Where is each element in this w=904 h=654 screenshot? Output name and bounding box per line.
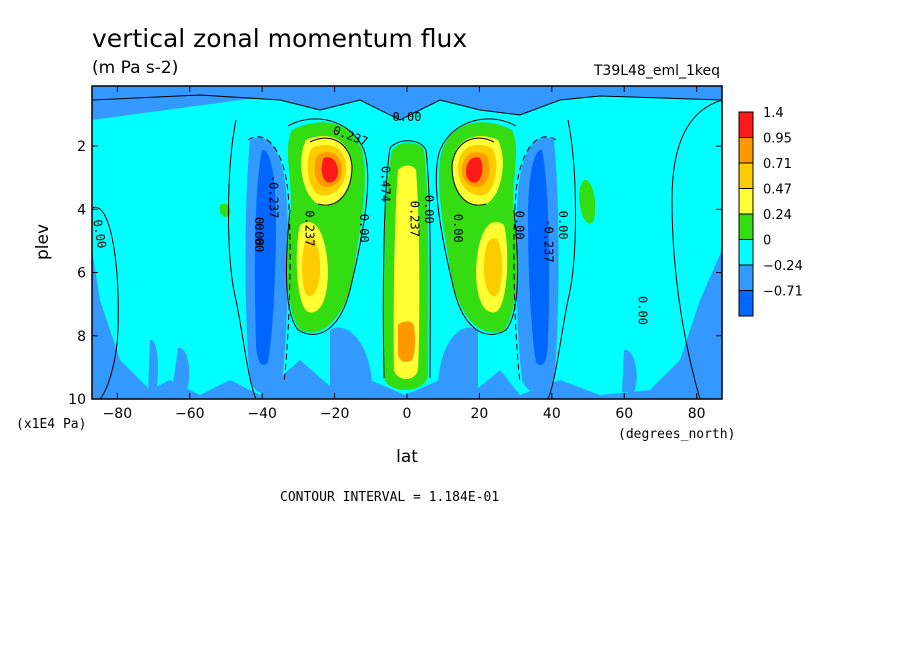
contour-label: 0.00 <box>451 214 465 243</box>
contour-line <box>389 140 431 379</box>
field-neg-bottom-2 <box>438 327 478 399</box>
legend-label: 0.71 <box>763 157 792 172</box>
contour-label: 0.00 <box>422 195 436 224</box>
legend-swatch <box>738 290 754 317</box>
x-tick-label: 0 <box>403 406 412 422</box>
x-tick-label: −60 <box>175 406 205 422</box>
dataset-label: T39L48_eml_1keq <box>593 63 720 79</box>
x-tick-label: −80 <box>103 406 133 422</box>
field-pos-left-orange-lower <box>302 238 320 297</box>
field-max-left-red <box>321 157 338 183</box>
y-tick-label: 6 <box>77 266 86 282</box>
x-axis-label: lat <box>396 447 418 467</box>
contour-label: 0.237 <box>303 210 317 246</box>
contour-line <box>451 137 495 206</box>
contour-label: 0.474 <box>379 166 393 202</box>
contour-label: 0.00 <box>90 218 109 249</box>
x-tick-label: 20 <box>470 406 488 422</box>
field-pos-center-orange <box>398 321 416 363</box>
field-neg-bottom-1 <box>330 327 372 399</box>
contour-label: -0.237 <box>266 175 280 218</box>
y-tick-label: 10 <box>68 392 86 408</box>
legend-label: 0.24 <box>763 208 792 223</box>
legend-label: −0.71 <box>763 285 803 300</box>
contour-lines <box>92 94 722 399</box>
contour-line <box>247 136 291 383</box>
contour-label: 0.00 <box>636 296 650 325</box>
x-tick-label: 40 <box>543 406 561 422</box>
contour-label: 0.00 <box>513 211 527 240</box>
x-tick-label: −40 <box>247 406 277 422</box>
x-tick-label: −20 <box>320 406 350 422</box>
contour-line <box>92 206 119 399</box>
x-tick-label: 60 <box>615 406 633 422</box>
legend-swatch <box>738 137 754 164</box>
contour-line <box>285 118 369 335</box>
field-pos-right-orange-lower <box>484 238 502 297</box>
contour-line <box>671 99 722 399</box>
contour-line <box>547 119 576 399</box>
contour-line <box>228 119 257 399</box>
contour-label: 0.00 <box>357 214 371 243</box>
field-neg-left-core <box>254 149 276 366</box>
legend-swatch <box>738 162 754 189</box>
field-neg-bottom-4 <box>172 347 190 392</box>
field-neg-bottom-5 <box>622 349 637 392</box>
field-pos-blob-left <box>219 203 231 217</box>
contour-line <box>92 94 722 121</box>
legend-swatch <box>738 239 754 266</box>
contour-label: 0.237 <box>408 201 422 237</box>
contour-line <box>309 137 353 206</box>
contour-label: 0.00 <box>252 217 266 246</box>
y-tick-label: 4 <box>77 202 86 218</box>
y-axis-units: (x1E4 Pa) <box>16 417 86 432</box>
legend-label: −0.24 <box>763 259 803 274</box>
contour-line <box>513 136 557 383</box>
legend-label: 0 <box>763 234 771 249</box>
contour-interval-footer: CONTOUR INTERVAL = 1.184E-01 <box>280 490 499 505</box>
field-neg-bottom-3 <box>148 339 158 392</box>
y-axis-ticks: 2 4 6 8 10 <box>68 139 722 408</box>
y-tick-label: 8 <box>77 329 86 345</box>
x-tick-label: 80 <box>688 406 706 422</box>
y-axis-label: plev <box>33 224 53 260</box>
legend-swatch <box>738 111 754 138</box>
contour-label: 0.00 <box>556 211 570 240</box>
x-axis-units: (degrees_north) <box>618 427 735 442</box>
legend-swatch <box>738 213 754 240</box>
chart-units: (m Pa s-2) <box>92 58 178 78</box>
field-max-right-red <box>466 157 483 183</box>
colorbar-legend: 1.4 0.95 0.71 0.47 0.24 0 −0.24 −0.71 <box>738 106 803 317</box>
contour-label: 0.00 <box>252 223 266 252</box>
legend-label: 0.47 <box>763 183 792 198</box>
field-top-band <box>92 86 722 120</box>
x-axis-ticks: −80 −60 −40 −20 0 20 40 60 80 <box>103 86 706 422</box>
y-tick-label: 2 <box>77 139 86 155</box>
legend-label: 0.95 <box>763 132 792 147</box>
contour-label: 0.00 <box>393 110 422 124</box>
contour-line <box>435 118 519 335</box>
legend-swatch <box>738 188 754 215</box>
chart-title: vertical zonal momentum flux <box>92 24 467 53</box>
contour-line <box>382 147 391 379</box>
contour-label: -0.237 <box>542 219 556 262</box>
legend-label: 1.4 <box>763 106 784 121</box>
field-pos-blob-right <box>579 179 596 224</box>
legend-swatch <box>738 264 754 291</box>
field-neg-right-core <box>528 149 550 366</box>
